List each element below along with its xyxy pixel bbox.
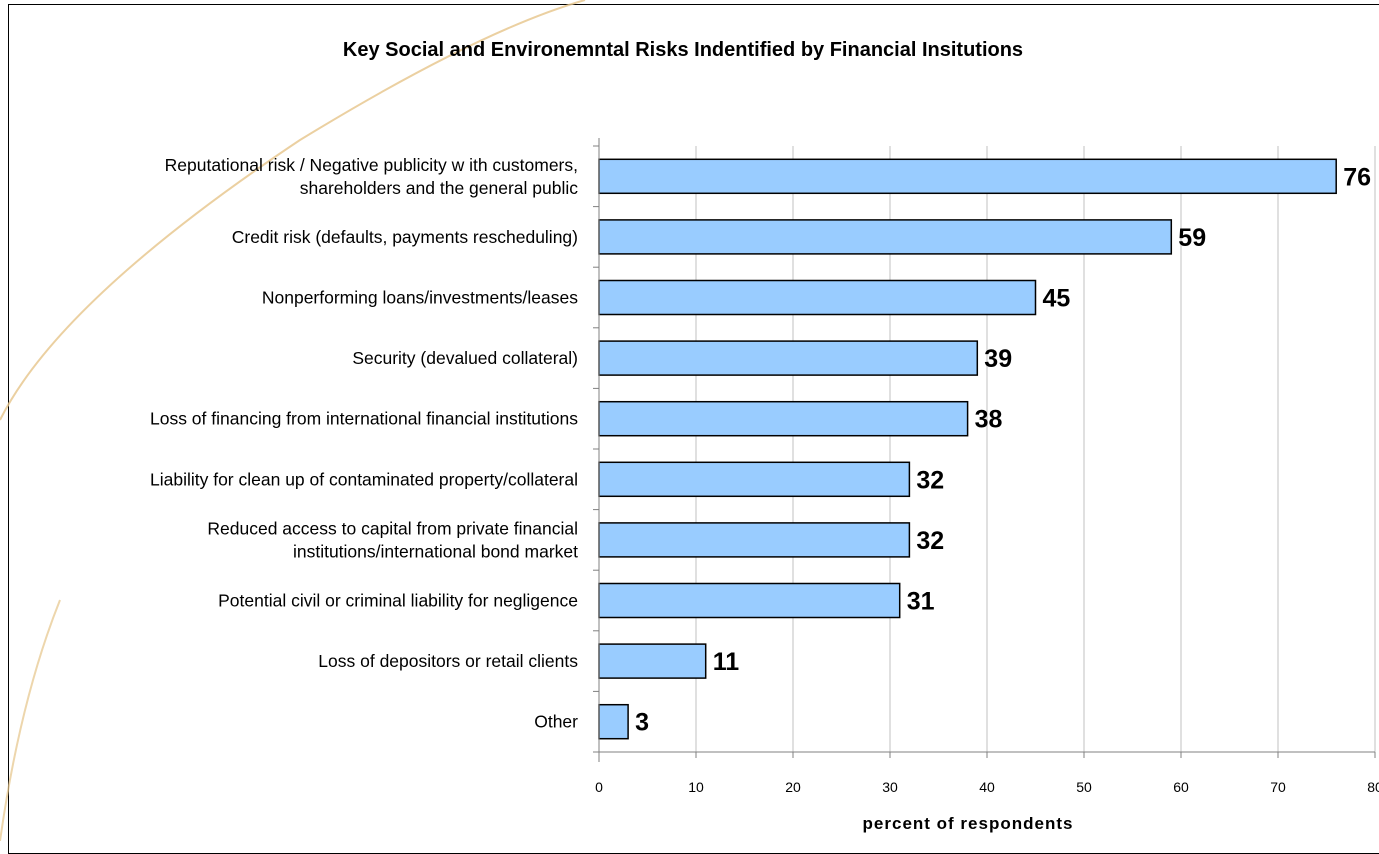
category-label: Credit risk (defaults, payments reschedu… <box>232 227 578 247</box>
category-labels: Reputational risk / Negative publicity w… <box>150 155 578 732</box>
bar <box>598 703 629 740</box>
category-label: Reduced access to capital from private f… <box>207 518 578 538</box>
category-label: Reputational risk / Negative publicity w… <box>165 155 578 175</box>
bar <box>598 582 901 619</box>
data-labels: 76 59 45 39 38 32 32 31 11 3 <box>635 163 1371 736</box>
category-label: Liability for clean up of contaminated p… <box>150 469 578 489</box>
x-tick-label: 50 <box>1076 779 1092 795</box>
x-tick-label: 30 <box>882 779 898 795</box>
data-label: 31 <box>907 588 935 616</box>
data-label: 3 <box>635 709 649 737</box>
data-label: 39 <box>984 345 1012 373</box>
x-tick-label: 20 <box>785 779 801 795</box>
data-label: 45 <box>1043 285 1071 313</box>
data-label: 11 <box>713 648 740 676</box>
category-label: institutions/international bond market <box>293 541 578 561</box>
x-tick-label: 10 <box>688 779 704 795</box>
data-label: 38 <box>975 406 1003 434</box>
x-tick-label: 0 <box>595 779 603 795</box>
bar <box>598 158 1337 195</box>
data-label: 59 <box>1178 224 1206 252</box>
bar <box>598 279 1037 316</box>
category-label: Security (devalued collateral) <box>352 348 578 368</box>
data-label: 32 <box>916 466 944 494</box>
bar <box>598 400 969 437</box>
data-label: 76 <box>1343 163 1371 191</box>
x-tick-labels: 0 10 20 30 40 50 60 70 80 <box>595 779 1379 795</box>
category-label: Loss of financing from international fin… <box>150 409 578 429</box>
bar <box>598 219 1173 255</box>
category-label: Nonperforming loans/investments/leases <box>262 288 578 308</box>
data-label: 32 <box>916 527 944 555</box>
bar <box>598 643 707 679</box>
category-label: shareholders and the general public <box>300 178 578 198</box>
category-label: Loss of depositors or retail clients <box>318 651 578 671</box>
x-tick-label: 70 <box>1270 779 1286 795</box>
bar <box>598 461 911 498</box>
bar <box>598 340 979 376</box>
bars <box>598 158 1337 740</box>
x-tick-label: 40 <box>979 779 995 795</box>
category-label: Other <box>534 712 578 732</box>
x-tick-label: 60 <box>1173 779 1189 795</box>
x-tick-label: 80 <box>1367 779 1379 795</box>
category-label: Potential civil or criminal liability fo… <box>218 591 578 611</box>
x-axis-title: percent of respondents <box>863 814 1074 833</box>
bar <box>598 522 911 558</box>
chart-title: Key Social and Environemntal Risks Inden… <box>343 39 1023 61</box>
axes <box>593 138 1376 762</box>
